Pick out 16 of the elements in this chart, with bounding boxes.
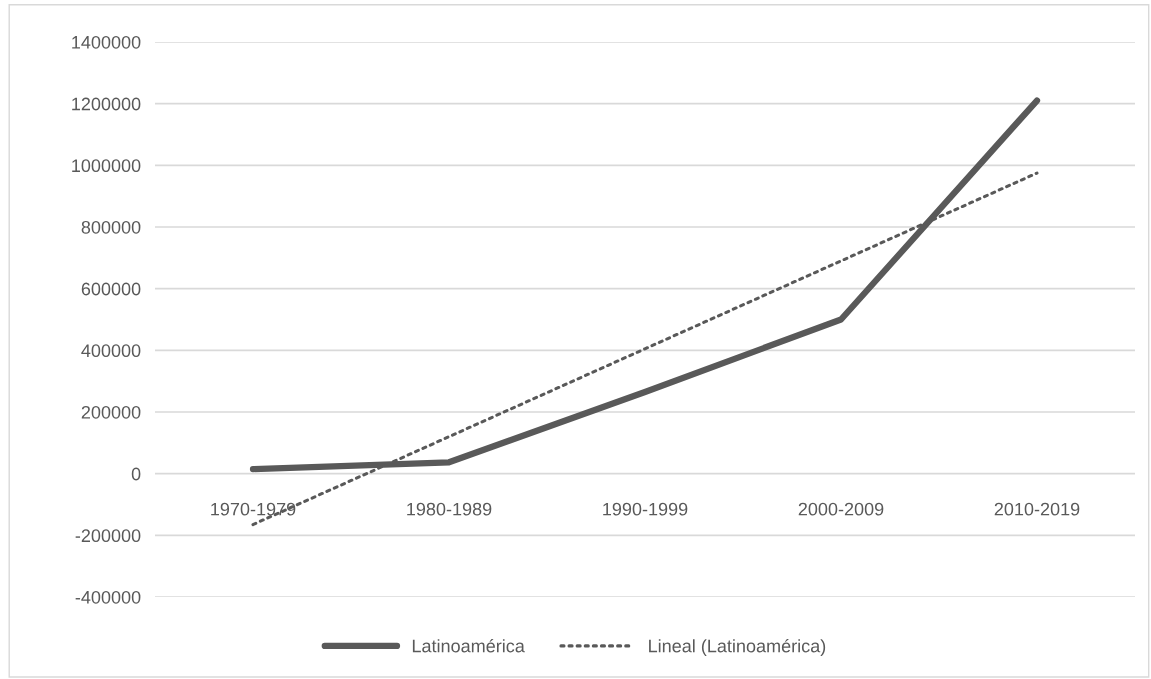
legend-label: Lineal (Latinoamérica) [649, 638, 826, 656]
y-tick-label: 1400000 [72, 35, 141, 49]
y-tick-label: 1000000 [72, 159, 141, 173]
x-tick-label: 1980-1989 [407, 502, 492, 516]
y-tick-label: 1200000 [72, 97, 141, 111]
x-tick-label: 2010-2019 [994, 502, 1080, 516]
x-tick-label: 1990-1999 [603, 502, 688, 516]
y-tick-label: 800000 [81, 220, 141, 234]
y-tick-label: 400000 [81, 344, 141, 358]
legend-label: Latinoamérica [412, 638, 525, 653]
y-tick-label: 200000 [81, 405, 141, 419]
x-tick-label: 2000-2009 [798, 502, 884, 516]
y-tick-label: 0 [131, 467, 141, 481]
y-tick-label: 600000 [81, 282, 141, 296]
y-tick-label: -200000 [75, 529, 141, 543]
y-tick-label: -400000 [75, 590, 141, 604]
